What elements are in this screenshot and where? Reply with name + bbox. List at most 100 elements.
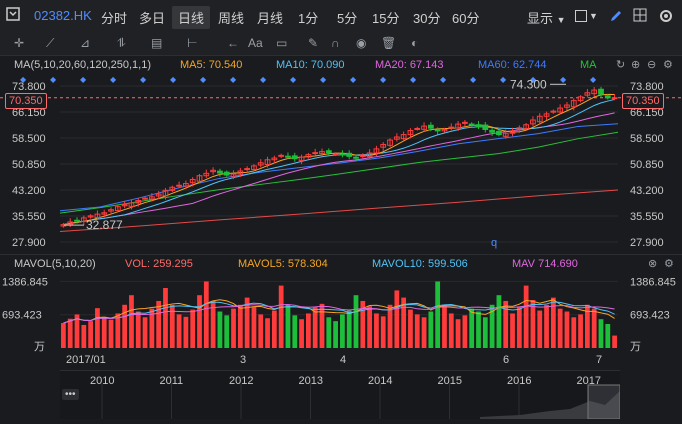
- text-tool-icon[interactable]: Aa: [248, 36, 263, 50]
- toggle-icon[interactable]: ◐: [411, 36, 419, 50]
- channel-tool-icon[interactable]: ⊿: [80, 36, 91, 50]
- candle-down: [223, 171, 230, 176]
- volume-bar: [88, 321, 94, 348]
- candle-up: [148, 196, 155, 200]
- candle-up: [203, 172, 210, 177]
- price-tick-left: 43.200: [12, 185, 46, 197]
- candlestick-chart[interactable]: 73.800 73.800 66.150 66.150 58.500 58.500 50.8…: [0, 74, 682, 252]
- refresh-icon[interactable]: ↻: [616, 59, 626, 71]
- volume-bar: [605, 324, 611, 348]
- crosshair-tool-icon[interactable]: ✛: [14, 36, 25, 50]
- arrow-left-icon[interactable]: ←: [227, 36, 239, 50]
- fib-tool-icon[interactable]: ▤: [151, 36, 163, 50]
- period-tab-multiday[interactable]: 多日: [139, 11, 166, 26]
- pen-icon[interactable]: [608, 8, 624, 27]
- settings-icon[interactable]: [658, 8, 674, 27]
- period-tab-5min[interactable]: 5分: [337, 11, 358, 26]
- volume-bar: [149, 308, 155, 348]
- wave-tool-icon[interactable]: ⥮: [117, 36, 126, 50]
- candle-up: [257, 162, 264, 166]
- period-tab-intraday[interactable]: 分时: [101, 11, 128, 26]
- period-tab-15min[interactable]: 15分: [372, 11, 400, 26]
- volume-bar: [462, 315, 468, 348]
- volume-bar: [258, 314, 264, 348]
- candle-up: [128, 202, 135, 207]
- volume-bar: [612, 335, 617, 348]
- checkbox-icon[interactable]: [575, 10, 587, 25]
- add-icon[interactable]: ⊕: [631, 59, 641, 71]
- period-tab-60min[interactable]: 60分: [452, 11, 480, 26]
- volume-bar: [584, 304, 590, 348]
- date-label: 4: [340, 354, 347, 366]
- measure-tool-icon[interactable]: ⊢: [187, 36, 198, 50]
- volume-bar: [74, 314, 80, 348]
- candle-down: [598, 88, 604, 95]
- volume-bar: [197, 295, 202, 348]
- timeline-navigator[interactable]: 2010 2011 2012 2013 2014 2015 2016 2017 •••: [60, 370, 621, 420]
- price-chart[interactable]: 73.800 73.800 66.150 66.150 58.500 58.500 50.8…: [0, 74, 682, 252]
- candle-up: [366, 152, 373, 158]
- magnet-icon[interactable]: ∩: [331, 36, 340, 50]
- volume-bar: [210, 300, 216, 348]
- event-marker: ◆: [350, 75, 357, 84]
- more-icon[interactable]: •••: [62, 389, 79, 400]
- period-tab-daily[interactable]: 日线: [172, 6, 211, 29]
- minus-icon[interactable]: ⊖: [647, 59, 657, 71]
- volume-bar: [101, 316, 107, 348]
- event-marker: ◆: [560, 75, 567, 84]
- ma10-value: MA10: 70.090: [276, 59, 345, 71]
- stock-symbol[interactable]: 02382.HK: [34, 8, 92, 23]
- candle-up: [502, 132, 509, 137]
- candle-up: [373, 148, 380, 154]
- volume-bar: [557, 308, 563, 348]
- display-menu[interactable]: 显示 ▼: [527, 8, 566, 27]
- close-icon[interactable]: ⊗: [648, 258, 658, 270]
- trash-icon[interactable]: 🗑: [381, 36, 397, 50]
- period-tab-monthly[interactable]: 月线: [257, 11, 284, 26]
- candle-up: [564, 104, 570, 108]
- event-marker: ◆: [590, 75, 597, 84]
- event-marker: ◆: [380, 75, 387, 84]
- navigator-overview[interactable]: 2010 2011 2012 2013 2014 2015 2016 2017: [60, 371, 621, 420]
- volume-bar: [95, 308, 100, 348]
- event-marker: ◆: [410, 75, 417, 84]
- volume-bar: [122, 304, 128, 348]
- line-tool-icon[interactable]: ⟋: [46, 36, 55, 50]
- candle-up: [407, 130, 414, 136]
- period-tab-weekly[interactable]: 周线: [218, 11, 245, 26]
- grid-icon[interactable]: [633, 8, 647, 25]
- candle-down: [489, 129, 495, 133]
- volume-bar: [305, 313, 311, 348]
- eraser-icon[interactable]: ✎: [308, 36, 319, 50]
- expand-icon[interactable]: [5, 6, 21, 25]
- candle-up: [155, 193, 162, 197]
- volume-bar: [469, 308, 475, 348]
- mavol-title: MAVOL(5,10,20): [14, 258, 96, 270]
- event-marker: ◆: [50, 75, 57, 84]
- candle-up: [121, 204, 128, 207]
- navigator-year: 2010: [90, 375, 114, 387]
- volume-bar: [387, 304, 393, 348]
- candle-up: [176, 184, 182, 187]
- candle-down: [217, 170, 223, 174]
- comment-icon[interactable]: ▭: [276, 36, 288, 50]
- volume-bar: [442, 304, 447, 348]
- event-marker: ◆: [110, 75, 117, 84]
- settings-icon[interactable]: ⚙: [664, 258, 674, 270]
- volume-chart[interactable]: 1386.845 1386.845 693.423 693.423 万 万: [0, 272, 682, 354]
- period-tab-30min[interactable]: 30分: [413, 11, 441, 26]
- candle-up: [400, 134, 407, 140]
- settings-icon[interactable]: ⚙: [663, 59, 673, 71]
- volume-header: MAVOL(5,10,20) VOL: 259.295 MAVOL5: 578.…: [0, 254, 682, 273]
- volume-bars[interactable]: 1386.845 1386.845 693.423 693.423 万 万: [0, 272, 682, 354]
- candle-up: [591, 89, 598, 95]
- volume-bar: [244, 297, 250, 348]
- event-marker: ◆: [20, 75, 27, 84]
- price-tick-left: 50.850: [12, 159, 46, 171]
- chevron-down-icon[interactable]: ▼: [589, 11, 598, 21]
- candle-up: [189, 178, 196, 184]
- period-tab-1min[interactable]: 1分: [298, 11, 319, 26]
- eye-icon[interactable]: ◉: [356, 36, 367, 50]
- event-marker: ◆: [170, 75, 177, 84]
- volume-bar: [435, 281, 441, 348]
